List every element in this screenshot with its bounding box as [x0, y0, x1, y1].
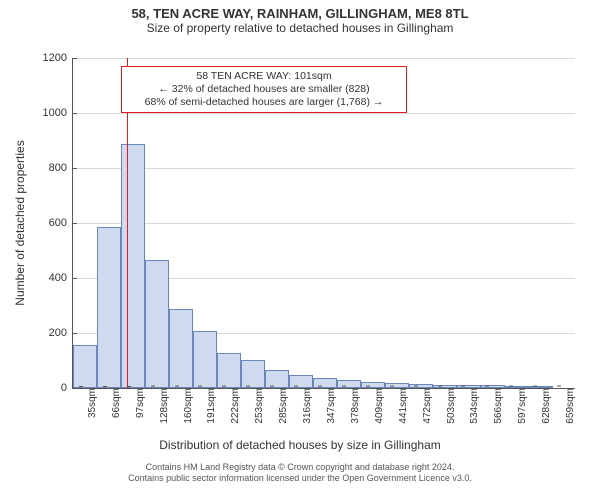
- bar: [337, 380, 361, 388]
- bar: [217, 353, 241, 388]
- x-tick: 347sqm: [322, 388, 337, 424]
- y-tick: 600: [49, 217, 73, 229]
- x-tick: 503sqm: [442, 388, 457, 424]
- x-tick: 441sqm: [394, 388, 409, 424]
- chart-plot-area: 35sqm66sqm97sqm128sqm160sqm191sqm222sqm2…: [72, 58, 575, 389]
- page-title: 58, TEN ACRE WAY, RAINHAM, GILLINGHAM, M…: [0, 0, 600, 21]
- bar: [121, 144, 145, 388]
- caption-line2: Contains public sector information licen…: [0, 473, 600, 484]
- bar: [169, 309, 193, 388]
- caption: Contains HM Land Registry data © Crown c…: [0, 462, 600, 485]
- x-tick: 128sqm: [155, 388, 170, 424]
- bar: [97, 227, 121, 389]
- annotation-line2: ← 32% of detached houses are smaller (82…: [128, 83, 400, 96]
- y-tick: 1000: [43, 107, 73, 119]
- bar: [265, 370, 289, 389]
- x-tick: 472sqm: [418, 388, 433, 424]
- y-tick: 400: [49, 272, 73, 284]
- page-subtitle: Size of property relative to detached ho…: [0, 21, 600, 35]
- x-tick: 659sqm: [561, 388, 576, 424]
- x-tick: 66sqm: [107, 388, 122, 418]
- bar: [289, 375, 313, 388]
- bar: [73, 345, 97, 388]
- x-tick: 534sqm: [465, 388, 480, 424]
- bar: [241, 360, 265, 388]
- annotation-line1: 58 TEN ACRE WAY: 101sqm: [128, 70, 400, 83]
- x-tick: 97sqm: [131, 388, 146, 418]
- annotation-line3: 68% of semi-detached houses are larger (…: [128, 96, 400, 109]
- x-tick: 160sqm: [179, 388, 194, 424]
- y-tick: 800: [49, 162, 73, 174]
- bar: [313, 378, 337, 388]
- y-axis-label: Number of detached properties: [13, 140, 27, 305]
- x-tick: 409sqm: [370, 388, 385, 424]
- x-tick: 316sqm: [298, 388, 313, 424]
- x-tick: 597sqm: [513, 388, 528, 424]
- x-tick: 253sqm: [250, 388, 265, 424]
- x-tick: 35sqm: [83, 388, 98, 418]
- y-tick: 200: [49, 327, 73, 339]
- x-tick: 628sqm: [537, 388, 552, 424]
- x-tick: 191sqm: [202, 388, 217, 424]
- y-tick: 1200: [43, 52, 73, 64]
- bar: [193, 331, 217, 388]
- x-tick: 285sqm: [274, 388, 289, 424]
- bar: [145, 260, 169, 389]
- annotation-box: 58 TEN ACRE WAY: 101sqm ← 32% of detache…: [121, 66, 407, 113]
- y-tick: 0: [61, 382, 73, 394]
- x-tick: 566sqm: [489, 388, 504, 424]
- x-tick: 378sqm: [346, 388, 361, 424]
- x-axis-label: Distribution of detached houses by size …: [0, 438, 600, 452]
- x-tick: 222sqm: [226, 388, 241, 424]
- caption-line1: Contains HM Land Registry data © Crown c…: [0, 462, 600, 473]
